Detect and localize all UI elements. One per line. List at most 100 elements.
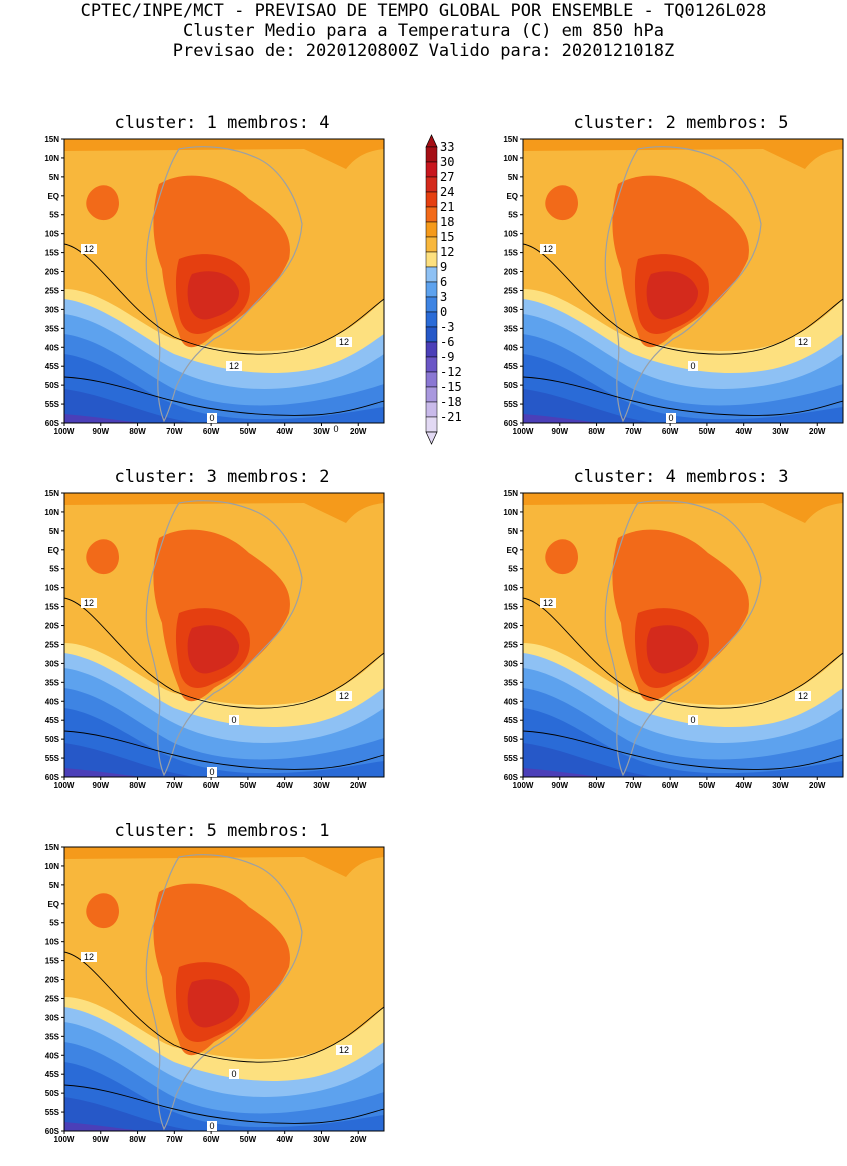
- lat-tick-label: 55S: [45, 1108, 60, 1117]
- panel-title-3: cluster: 3 membros: 2: [114, 467, 330, 487]
- contour-label: 0: [333, 424, 338, 434]
- header-line1: CPTEC/INPE/MCT - PREVISAO DE TEMPO GLOBA…: [80, 1, 767, 21]
- contour-label: 12: [798, 691, 808, 701]
- temperature-region: [64, 847, 384, 877]
- colorbar-swatch: [425, 206, 438, 223]
- lon-tick-label: 50W: [240, 781, 257, 790]
- lat-tick-label: 20S: [504, 622, 519, 631]
- colorbar-level-label: 18: [440, 215, 454, 229]
- map-frame: [522, 492, 844, 778]
- lat-tick-label: 40S: [504, 697, 519, 706]
- contour-line: [64, 1084, 384, 1124]
- lon-tick-label: 90W: [93, 1135, 110, 1144]
- lat-tick-label: 45S: [45, 1070, 60, 1079]
- lat-tick-label: 15S: [504, 249, 519, 258]
- temperature-region: [523, 768, 600, 777]
- colorbar-swatch: [425, 221, 438, 238]
- colorbar-swatch: [425, 341, 438, 358]
- temperature-region: [187, 271, 240, 320]
- lat-tick-label: 25S: [45, 640, 60, 649]
- contour-label: 12: [339, 691, 349, 701]
- lat-tick-label: 20S: [504, 268, 519, 277]
- lat-tick-label: 15N: [44, 843, 59, 852]
- contour-label: 12: [543, 244, 553, 254]
- contour-label: 12: [84, 244, 94, 254]
- lat-tick-label: 5N: [508, 173, 518, 182]
- lat-tick-label: 60S: [504, 773, 519, 782]
- temperature-region: [64, 743, 195, 777]
- lat-tick-label: 10S: [45, 230, 60, 239]
- lat-tick-label: 15S: [45, 957, 60, 966]
- temperature-region: [523, 743, 654, 777]
- contour-label: 0: [209, 767, 214, 777]
- colorbar-level-label: 3: [440, 290, 447, 304]
- lat-tick-label: 35S: [45, 678, 60, 687]
- contour-label: 0: [690, 361, 695, 371]
- colorbar-level-label: 27: [440, 170, 454, 184]
- contour-label: 12: [339, 337, 349, 347]
- lat-tick-label: 60S: [504, 419, 519, 428]
- lat-tick-label: 15S: [504, 603, 519, 612]
- contour-label: 12: [798, 337, 808, 347]
- colorbar-level-label: -3: [440, 320, 454, 334]
- colorbar-swatch: [425, 281, 438, 298]
- colorbar-level-label: 15: [440, 230, 454, 244]
- contour-line: [64, 376, 384, 416]
- lon-tick-label: 100W: [513, 427, 534, 436]
- lat-tick-label: 50S: [45, 735, 60, 744]
- lat-tick-label: 5N: [49, 173, 59, 182]
- lat-tick-label: 45S: [45, 362, 60, 371]
- lat-tick-label: 45S: [504, 362, 519, 371]
- contour-label: 0: [231, 1069, 236, 1079]
- lat-tick-label: 50S: [45, 381, 60, 390]
- map-frame: [63, 138, 385, 424]
- lon-tick-label: 80W: [588, 427, 605, 436]
- lat-tick-label: 25S: [45, 994, 60, 1003]
- contour-line: [523, 730, 843, 770]
- coastline: [145, 500, 303, 777]
- header-line2: Cluster Medio para a Temperatura (C) em …: [182, 21, 665, 41]
- coastline: [145, 854, 303, 1131]
- contour-line: [523, 376, 843, 416]
- lat-tick-label: 10N: [44, 154, 59, 163]
- contour-label: 0: [231, 715, 236, 725]
- lon-tick-label: 20W: [809, 427, 826, 436]
- lon-tick-label: 60W: [662, 781, 679, 790]
- lat-tick-label: EQ: [47, 546, 59, 555]
- colorbar-level-label: 33: [440, 140, 454, 154]
- panel-title-4: cluster: 4 membros: 3: [573, 467, 789, 487]
- colorbar-swatch: [425, 266, 438, 283]
- lat-tick-label: 10S: [504, 584, 519, 593]
- lat-tick-label: 5N: [49, 881, 59, 890]
- lon-tick-label: 90W: [552, 781, 569, 790]
- colorbar-level-label: 21: [440, 200, 454, 214]
- temperature-region: [523, 354, 843, 423]
- lat-tick-label: 25S: [45, 286, 60, 295]
- colorbar-level-label: -9: [440, 350, 454, 364]
- temperature-region: [64, 768, 141, 777]
- lat-tick-label: EQ: [47, 192, 59, 201]
- lat-tick-label: 15S: [45, 249, 60, 258]
- temperature-region: [86, 893, 119, 929]
- map-frame: [63, 846, 385, 1132]
- map-panel-3: 15N 10N 5N EQ 5S 10S 15S 20S 25S 30S 35S 40S 45S 50S 5…: [30, 489, 408, 812]
- lon-tick-label: 20W: [350, 427, 367, 436]
- map-frame: [522, 138, 844, 424]
- lat-tick-label: 10S: [45, 938, 60, 947]
- lat-tick-label: 60S: [45, 1127, 60, 1136]
- lat-tick-label: 15N: [44, 135, 59, 144]
- lon-tick-label: 60W: [203, 781, 220, 790]
- lat-tick-label: 60S: [45, 773, 60, 782]
- temperature-region: [64, 414, 141, 423]
- colorbar-swatch: [425, 311, 438, 328]
- lat-tick-label: 45S: [504, 716, 519, 725]
- lat-tick-label: 5S: [508, 565, 518, 574]
- lat-tick-label: 55S: [45, 400, 60, 409]
- colorbar-swatch: [425, 356, 438, 373]
- temperature-region: [64, 354, 384, 423]
- temperature-region: [523, 708, 843, 777]
- lat-tick-label: 20S: [45, 976, 60, 985]
- lat-tick-label: 25S: [504, 286, 519, 295]
- panel-title-2: cluster: 2 membros: 5: [573, 113, 789, 133]
- lat-tick-label: 15N: [44, 489, 59, 498]
